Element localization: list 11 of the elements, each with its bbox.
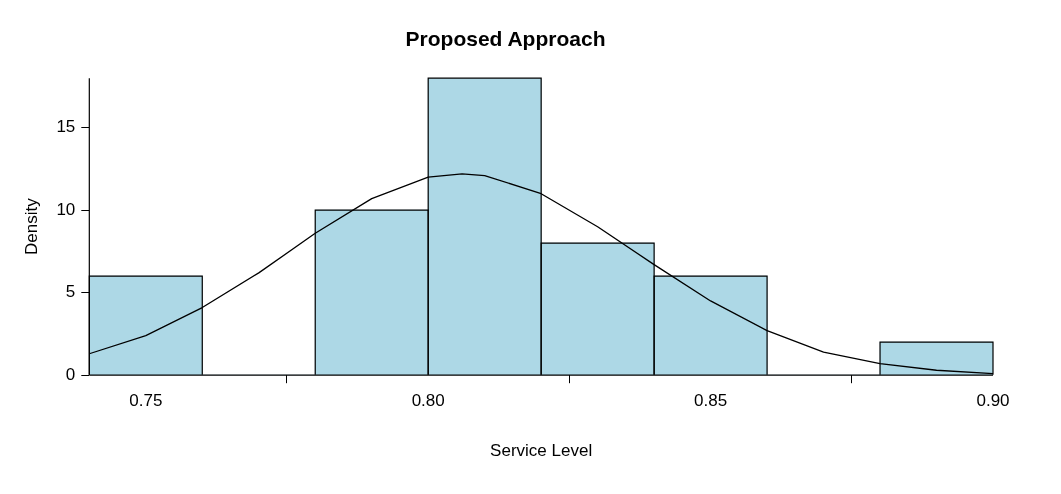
y-tick-label: 15 (56, 117, 76, 137)
x-axis-title: Service Level (490, 441, 593, 461)
y-tick-label: 5 (65, 282, 76, 302)
x-tick-label: 0.90 (976, 391, 1010, 411)
chart-title: Proposed Approach (405, 27, 606, 51)
y-axis-title: Density (21, 197, 41, 256)
y-tick-label: 0 (65, 364, 76, 384)
x-tick-label: 0.85 (694, 391, 728, 411)
x-tick-label: 0.80 (411, 391, 445, 411)
x-tick-label: 0.75 (129, 391, 163, 411)
y-tick-label: 10 (56, 199, 76, 219)
